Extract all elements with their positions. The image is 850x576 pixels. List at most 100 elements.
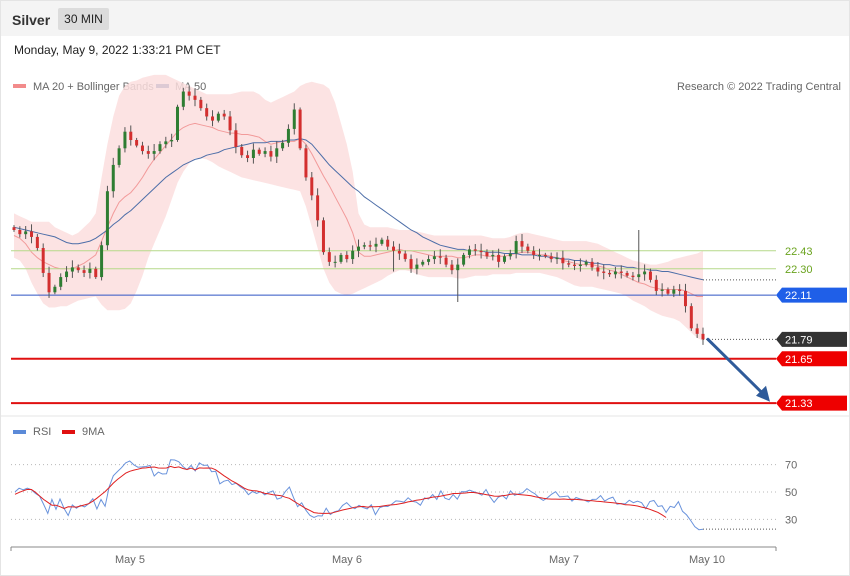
candle bbox=[88, 262, 92, 279]
price-tag-label-1: 22.30 bbox=[785, 264, 813, 276]
timeframe-badge[interactable]: 30 MIN bbox=[58, 8, 109, 30]
candle bbox=[701, 327, 705, 345]
candle bbox=[246, 150, 250, 163]
price-tag-5 bbox=[776, 395, 847, 411]
candle bbox=[666, 287, 670, 296]
candle bbox=[123, 127, 127, 153]
candle bbox=[135, 137, 139, 148]
price-tag-label-5: 21.33 bbox=[785, 398, 813, 410]
candle bbox=[543, 252, 547, 259]
candle bbox=[100, 241, 104, 281]
candle bbox=[12, 225, 16, 232]
candle bbox=[310, 171, 314, 201]
rsi-level-label-30: 30 bbox=[785, 514, 797, 526]
candle bbox=[450, 260, 454, 275]
candle bbox=[415, 258, 419, 275]
legend-label-9ma: 9MA bbox=[82, 426, 105, 438]
instrument-title: Silver bbox=[12, 12, 51, 28]
candle bbox=[613, 266, 617, 279]
candle bbox=[164, 136, 168, 149]
candle bbox=[549, 252, 553, 263]
candle bbox=[608, 270, 612, 277]
candle bbox=[199, 96, 203, 111]
candle bbox=[53, 284, 57, 295]
x-tick-label: May 5 bbox=[115, 554, 145, 566]
candle bbox=[59, 273, 63, 291]
candle bbox=[327, 247, 331, 266]
rsi-level-label-50: 50 bbox=[785, 487, 797, 499]
candle bbox=[678, 284, 682, 296]
candle bbox=[281, 139, 285, 151]
candle bbox=[129, 125, 133, 146]
candle bbox=[240, 144, 244, 158]
candle bbox=[158, 141, 162, 154]
candle bbox=[24, 225, 28, 240]
candle bbox=[298, 107, 302, 151]
candle bbox=[526, 243, 530, 254]
candle bbox=[456, 258, 460, 302]
candle bbox=[187, 86, 191, 101]
candle bbox=[111, 157, 115, 198]
candle bbox=[333, 255, 337, 268]
candle bbox=[222, 109, 226, 120]
candle bbox=[538, 248, 542, 261]
rsi-line bbox=[14, 459, 704, 531]
candle bbox=[351, 245, 355, 264]
candle bbox=[47, 266, 51, 298]
candle bbox=[82, 265, 86, 278]
x-axis: May 5 May 6 May 7 May 10 bbox=[10, 546, 777, 566]
candle bbox=[660, 283, 664, 297]
candle bbox=[520, 234, 524, 253]
legend-swatch-ma20 bbox=[13, 84, 26, 88]
candle bbox=[316, 188, 320, 227]
rsi-ma9-line bbox=[14, 465, 667, 518]
candle bbox=[654, 275, 658, 296]
candle bbox=[590, 258, 594, 271]
candle bbox=[30, 224, 34, 244]
candle bbox=[508, 249, 512, 260]
chart-header: Silver 30 MIN bbox=[1, 1, 849, 36]
candle bbox=[578, 258, 582, 272]
copyright: Research © 2022 Trading Central bbox=[677, 81, 841, 93]
candle bbox=[421, 259, 425, 267]
candle bbox=[41, 243, 45, 278]
candle bbox=[567, 260, 571, 268]
candle bbox=[234, 123, 238, 154]
candle bbox=[397, 243, 401, 260]
candle bbox=[689, 303, 693, 331]
candle bbox=[216, 111, 220, 123]
x-tick-label: May 10 bbox=[689, 554, 725, 566]
bollinger-band-area bbox=[14, 74, 703, 341]
candle bbox=[648, 268, 652, 283]
candle bbox=[573, 260, 577, 271]
candle bbox=[117, 145, 121, 168]
candle bbox=[631, 271, 635, 281]
candle bbox=[485, 249, 489, 259]
candle bbox=[205, 103, 209, 121]
candle bbox=[362, 242, 366, 250]
x-tick-label: May 6 bbox=[332, 554, 362, 566]
bollinger-bands bbox=[14, 74, 703, 341]
candle bbox=[286, 124, 290, 147]
legend-swatch-9ma bbox=[62, 430, 75, 434]
candle bbox=[555, 252, 559, 264]
candle bbox=[374, 237, 378, 253]
candle bbox=[339, 252, 343, 264]
candle bbox=[105, 185, 109, 251]
candle bbox=[263, 147, 267, 158]
candle bbox=[625, 270, 629, 278]
ma50-line bbox=[13, 138, 704, 281]
candle bbox=[140, 141, 144, 155]
candle bbox=[596, 261, 600, 277]
price-tags: 22.43 22.30 22.11 21.79 21.65 21.33 bbox=[776, 246, 847, 411]
candle bbox=[357, 239, 360, 258]
price-tag-label-0: 22.43 bbox=[785, 246, 813, 258]
candle bbox=[321, 217, 325, 255]
candle bbox=[561, 250, 565, 270]
legend-label-rsi: RSI bbox=[33, 426, 51, 438]
forecast-arrow bbox=[706, 337, 770, 402]
candles bbox=[12, 86, 705, 345]
candle bbox=[146, 145, 150, 159]
candle bbox=[380, 237, 384, 246]
